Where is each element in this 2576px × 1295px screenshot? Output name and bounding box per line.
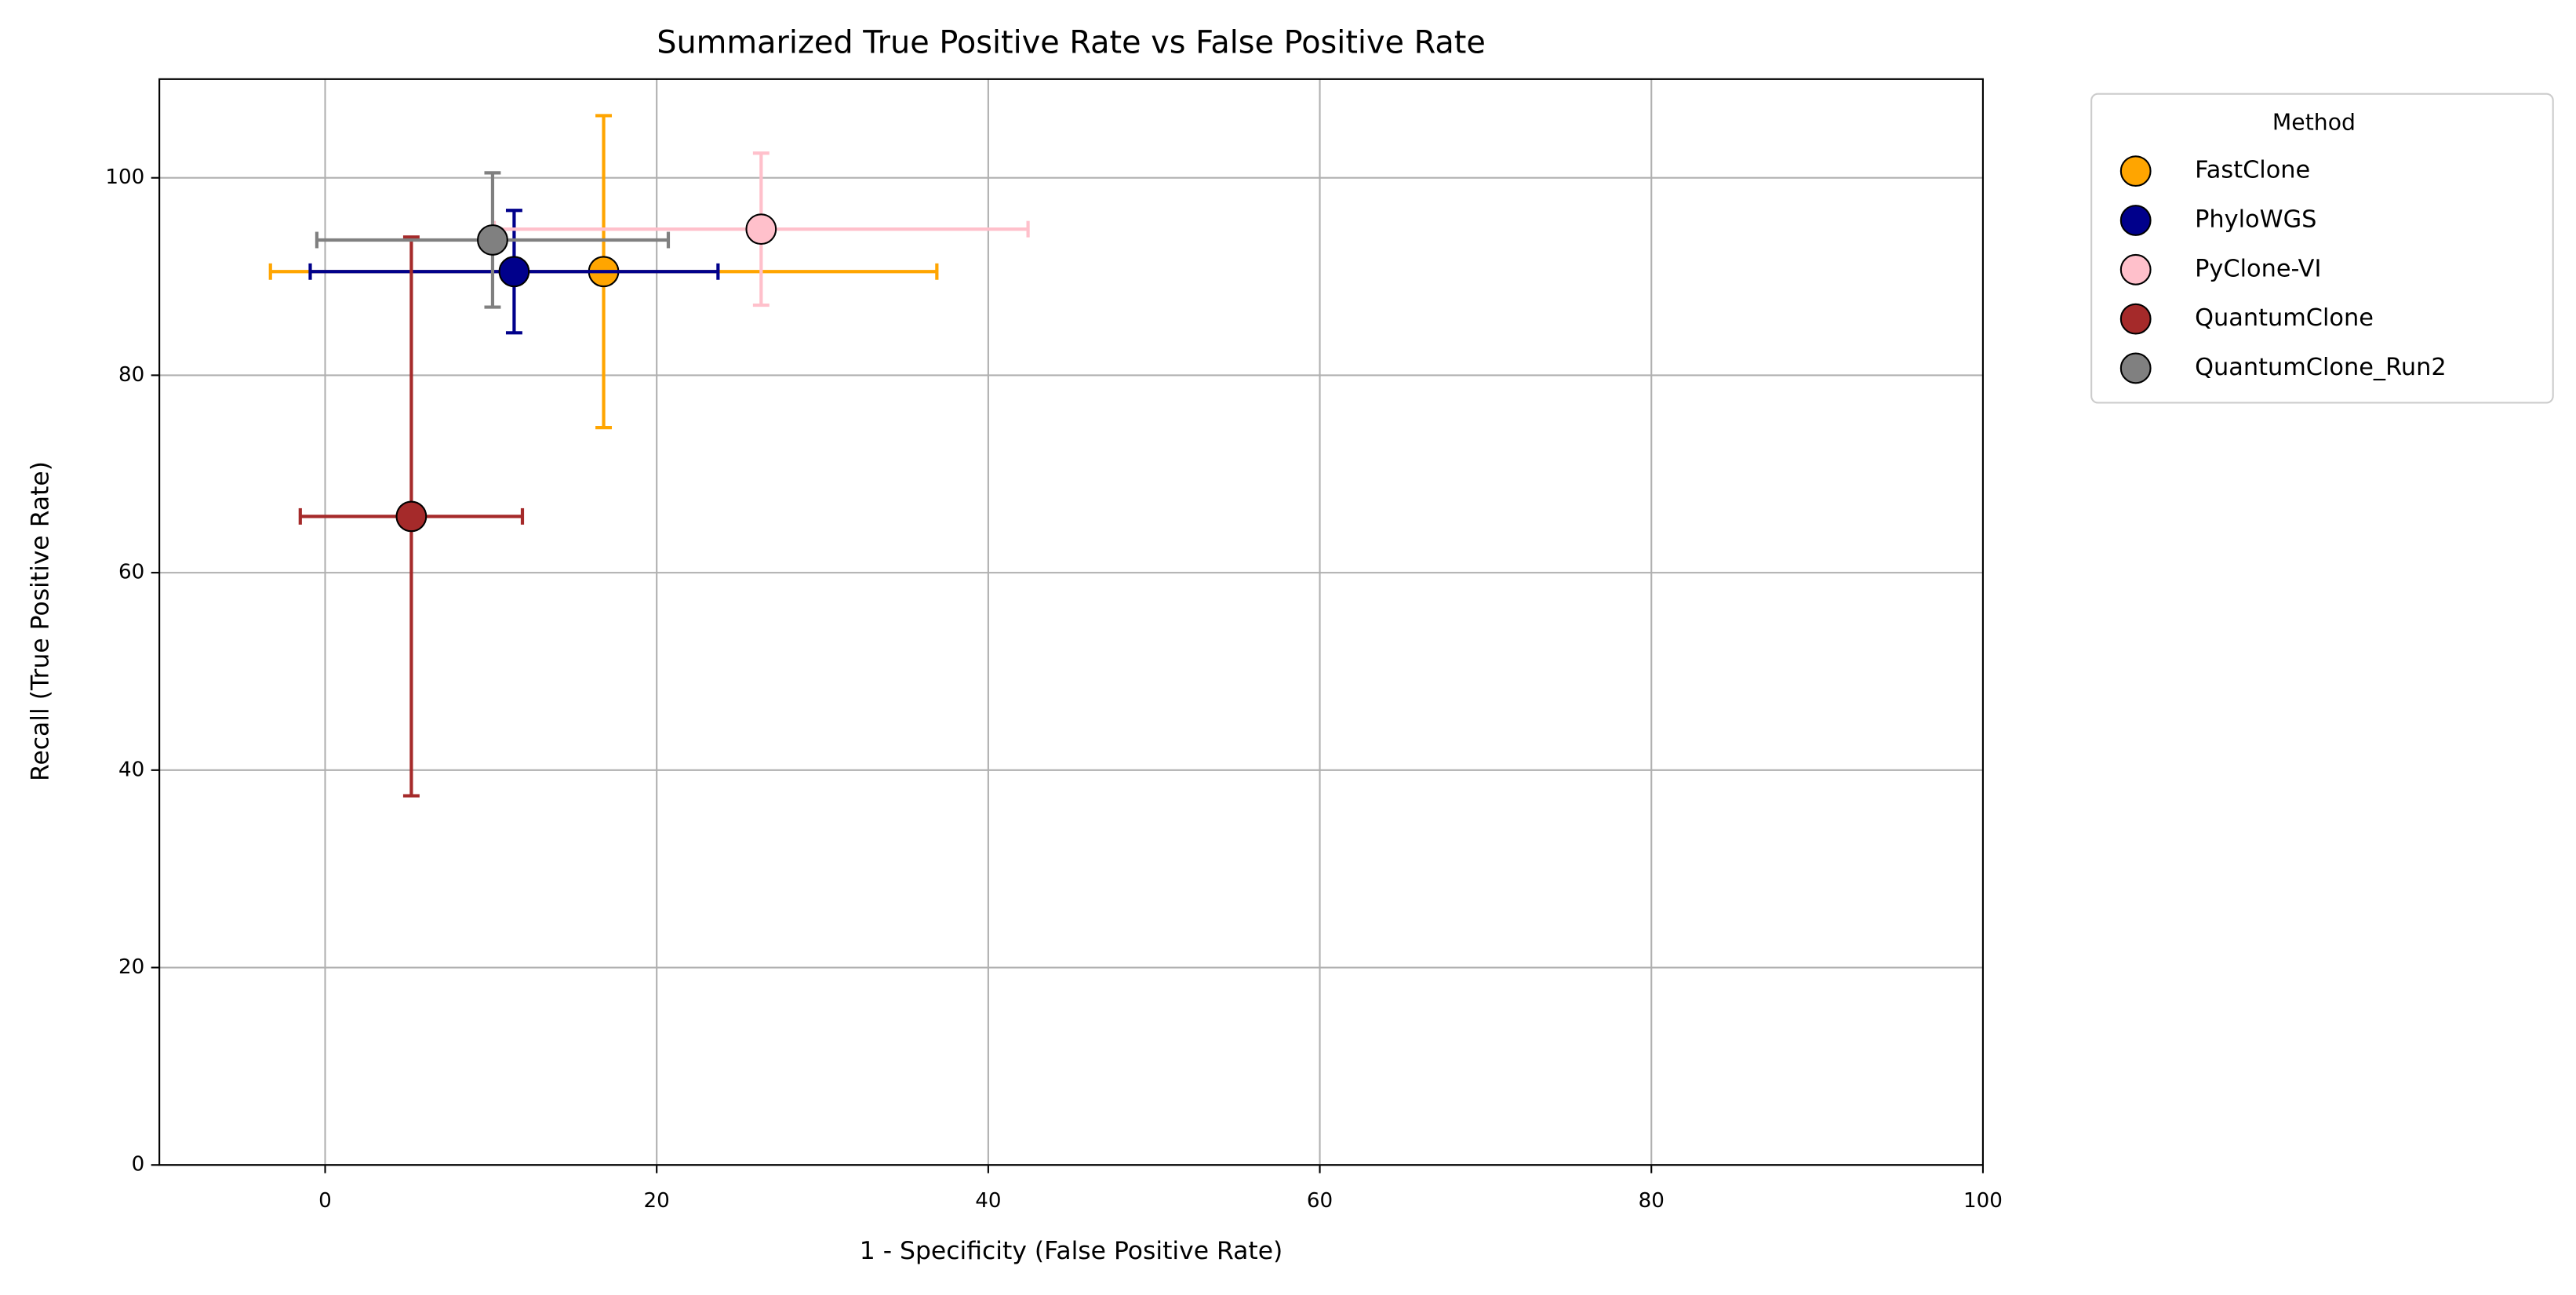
x-tick-label: 100	[1963, 1189, 2003, 1213]
legend-marker	[2119, 352, 2152, 384]
x-tick-label: 80	[1639, 1189, 1665, 1213]
y-tick-label: 100	[105, 166, 144, 189]
y-axis-label: Recall (True Positive Rate)	[26, 461, 54, 781]
legend-label: PyClone-VI	[2195, 255, 2321, 282]
legend-label: QuantumClone	[2195, 304, 2374, 332]
y-tick-label: 0	[132, 1153, 145, 1177]
chart-title: Summarized True Positive Rate vs False P…	[657, 24, 1486, 60]
x-axis-label: 1 - Specificity (False Positive Rate)	[860, 1237, 1283, 1265]
legend-marker	[2119, 303, 2152, 335]
x-tick-label: 40	[975, 1189, 1001, 1213]
legend-marker	[2119, 155, 2152, 187]
y-tick-label: 60	[118, 561, 144, 584]
y-tick-label: 80	[118, 363, 144, 387]
y-tick-label: 40	[118, 758, 144, 781]
x-tick-label: 60	[1307, 1189, 1333, 1213]
legend-frame	[2090, 93, 2554, 404]
x-tick-label: 20	[644, 1189, 670, 1213]
y-tick-label: 20	[118, 955, 144, 979]
x-tick-label: 0	[318, 1189, 332, 1213]
point	[395, 500, 428, 533]
legend-label: FastClone	[2195, 157, 2310, 184]
plot-frame	[158, 78, 1984, 1166]
legend-title: Method	[2272, 109, 2356, 135]
legend-marker	[2119, 253, 2152, 286]
legend-marker	[2119, 205, 2152, 236]
point	[498, 256, 530, 288]
point	[745, 213, 777, 246]
legend-label: PhyloWGS	[2195, 206, 2316, 233]
legend-label: QuantumClone_Run2	[2195, 354, 2447, 381]
point	[477, 224, 508, 256]
